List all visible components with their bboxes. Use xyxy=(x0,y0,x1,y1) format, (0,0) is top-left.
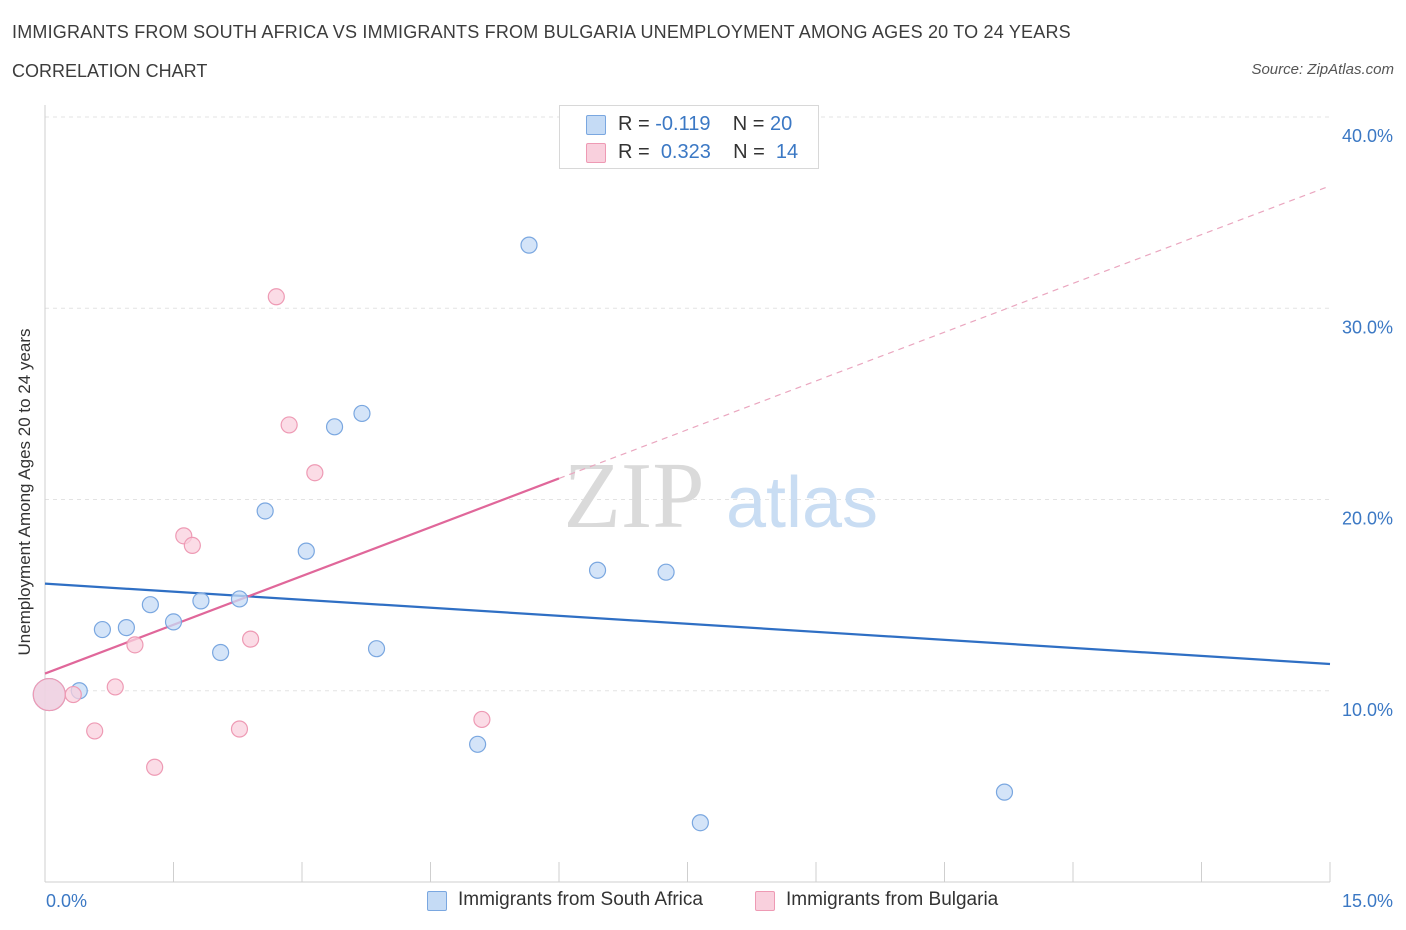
r-label: R = xyxy=(618,141,656,163)
point-south-africa xyxy=(367,640,386,658)
point-bulgaria xyxy=(230,720,249,738)
legend-stats-bulgaria: R = 0.323 N = 14 xyxy=(618,141,798,164)
n-value: 20 xyxy=(769,113,793,135)
n-label: N = xyxy=(733,141,771,163)
r-value: -0.119 xyxy=(655,113,711,135)
y-tick-label: 20.0% xyxy=(1342,509,1393,529)
point-south-africa xyxy=(995,783,1014,801)
point-south-africa xyxy=(469,735,487,753)
r-value: 0.323 xyxy=(660,141,711,163)
trend-line-south-africa xyxy=(44,582,1331,666)
legend-stats-south-africa: R = -0.119 N = 20 xyxy=(618,113,792,136)
point-bulgaria xyxy=(64,685,82,704)
point-south-africa xyxy=(325,418,344,436)
trend-line-bulgaria-extension xyxy=(558,185,1331,480)
chart-title: IMMIGRANTS FROM SOUTH AFRICA VS IMMIGRAN… xyxy=(12,22,1071,42)
bottom-legend-swatch-bulgaria xyxy=(755,891,775,911)
point-south-africa xyxy=(93,620,111,639)
point-bulgaria xyxy=(267,288,285,306)
n-label: N = xyxy=(732,113,770,135)
point-south-africa xyxy=(520,236,538,254)
y-axis-label: Unemployment Among Ages 20 to 24 years xyxy=(15,328,34,656)
watermark: ZIP atlas xyxy=(564,444,879,548)
bottom-legend-label-south-africa: Immigrants from South Africa xyxy=(458,889,703,910)
point-bulgaria xyxy=(106,678,124,696)
bottom-legend-label-bulgaria: Immigrants from Bulgaria xyxy=(786,889,999,910)
y-tick-label: 40.0% xyxy=(1342,126,1393,146)
point-bulgaria xyxy=(306,464,324,482)
point-south-africa xyxy=(164,613,183,631)
axes xyxy=(44,105,1331,883)
point-bulgaria xyxy=(32,677,66,712)
y-tick-label: 10.0% xyxy=(1342,700,1393,720)
point-bulgaria xyxy=(183,536,201,555)
point-bulgaria xyxy=(126,636,144,654)
point-south-africa xyxy=(212,643,230,662)
source-credit: Source: ZipAtlas.com xyxy=(1251,61,1394,78)
n-value: 14 xyxy=(775,141,799,163)
r-label: R = xyxy=(618,113,656,135)
point-bulgaria xyxy=(86,722,104,740)
watermark-atlas: atlas xyxy=(726,463,878,543)
watermark-zip: ZIP xyxy=(564,444,705,548)
legend-swatch-south-africa xyxy=(586,115,606,135)
chart-subtitle: CORRELATION CHART xyxy=(12,61,208,81)
point-south-africa xyxy=(297,542,315,560)
point-south-africa xyxy=(691,814,709,832)
point-south-africa xyxy=(117,619,135,637)
point-south-africa xyxy=(588,561,607,579)
point-bulgaria xyxy=(146,758,164,776)
tick-labels: 10.0% 20.0% 30.0% 40.0% 0.0% 15.0% xyxy=(46,126,1393,911)
point-bulgaria xyxy=(473,710,491,729)
point-south-africa xyxy=(353,404,371,423)
bottom-legend-swatch-south-africa xyxy=(427,891,447,911)
data-points xyxy=(32,236,1014,832)
point-south-africa xyxy=(256,502,274,520)
point-south-africa xyxy=(230,590,249,608)
point-south-africa xyxy=(192,592,210,610)
point-bulgaria xyxy=(242,630,260,648)
y-tick-label: 30.0% xyxy=(1342,317,1393,337)
x-tick-label: 15.0% xyxy=(1342,891,1393,911)
point-south-africa xyxy=(141,596,159,614)
stats-legend: R = -0.119 N = 20 R = 0.323 N = 14 xyxy=(559,105,819,169)
x-tick-label: 0.0% xyxy=(46,891,87,911)
trend-line-bulgaria xyxy=(44,477,560,675)
point-south-africa xyxy=(657,563,675,581)
point-bulgaria xyxy=(280,416,298,434)
legend-swatch-bulgaria xyxy=(586,143,606,163)
